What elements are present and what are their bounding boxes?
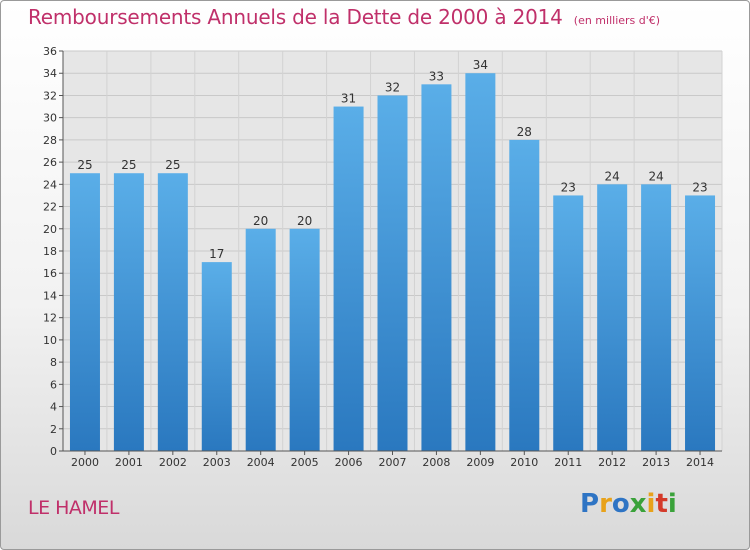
bar	[685, 195, 716, 451]
logo-letter: P	[580, 489, 600, 519]
bar-value-label: 24	[605, 169, 620, 183]
logo-letter: x	[629, 489, 647, 519]
logo-letter: i	[667, 489, 677, 519]
bar-value-label: 20	[297, 214, 312, 228]
y-tick-label: 14	[43, 289, 57, 302]
x-tick-label: 2000	[71, 456, 99, 469]
y-tick-label: 28	[43, 134, 57, 147]
bar-value-label: 31	[341, 92, 356, 106]
logo-letter: r	[599, 489, 612, 519]
bar-value-label: 17	[209, 247, 224, 261]
x-tick-label: 2008	[422, 456, 450, 469]
bar	[597, 184, 628, 452]
bar	[113, 173, 144, 451]
bar	[421, 84, 452, 451]
bar	[509, 139, 540, 451]
bar-value-label: 32	[385, 80, 400, 94]
y-tick-label: 32	[43, 89, 57, 102]
proxiti-logo[interactable]: Proxiti	[580, 489, 677, 519]
x-tick-label: 2007	[379, 456, 407, 469]
y-tick-label: 18	[43, 245, 57, 258]
x-tick-label: 2009	[466, 456, 494, 469]
logo-letter: i	[646, 489, 656, 519]
x-tick-label: 2001	[115, 456, 143, 469]
x-tick-label: 2012	[598, 456, 626, 469]
logo-letter: o	[611, 489, 630, 519]
x-tick-label: 2004	[247, 456, 275, 469]
y-tick-label: 16	[43, 267, 57, 280]
y-tick-label: 36	[43, 45, 57, 58]
bar-value-label: 20	[253, 214, 268, 228]
bar-value-label: 34	[473, 58, 488, 72]
commune-name: LE HAMEL	[28, 497, 119, 519]
x-tick-label: 2010	[510, 456, 538, 469]
y-tick-label: 26	[43, 156, 57, 169]
y-tick-label: 24	[43, 178, 57, 191]
logo-letter: t	[655, 489, 668, 519]
x-tick-label: 2013	[642, 456, 670, 469]
x-tick-label: 2005	[291, 456, 319, 469]
bar	[201, 262, 232, 451]
bar	[465, 73, 496, 451]
bar-value-label: 23	[692, 180, 707, 194]
bar-value-label: 28	[517, 125, 532, 139]
y-tick-label: 6	[50, 378, 57, 391]
bar	[553, 195, 584, 451]
y-tick-label: 30	[43, 112, 57, 125]
y-tick-label: 4	[50, 401, 57, 414]
bar	[289, 228, 320, 451]
bar	[69, 173, 100, 451]
y-tick-label: 8	[50, 356, 57, 369]
y-tick-label: 20	[43, 223, 57, 236]
bar	[377, 95, 408, 451]
chart-title-group: Remboursements Annuels de la Dette de 20…	[28, 5, 660, 29]
bar-value-label: 25	[165, 158, 180, 172]
chart-subtitle: (en milliers d'€)	[573, 14, 661, 27]
bar-value-label: 24	[648, 169, 663, 183]
y-tick-label: 22	[43, 201, 57, 214]
bar-value-label: 25	[77, 158, 92, 172]
x-tick-label: 2002	[159, 456, 187, 469]
bar	[333, 106, 364, 452]
y-tick-label: 34	[43, 67, 57, 80]
bar	[157, 173, 188, 451]
chart-title: Remboursements Annuels de la Dette de 20…	[28, 5, 563, 29]
y-tick-label: 2	[50, 423, 57, 436]
y-tick-label: 12	[43, 312, 57, 325]
x-tick-label: 2006	[335, 456, 363, 469]
bar-value-label: 25	[121, 158, 136, 172]
bar	[245, 228, 276, 451]
bar-value-label: 23	[561, 180, 576, 194]
x-tick-label: 2011	[554, 456, 582, 469]
x-tick-label: 2003	[203, 456, 231, 469]
y-tick-label: 10	[43, 334, 57, 347]
x-tick-label: 2014	[686, 456, 714, 469]
y-tick-label: 0	[50, 445, 57, 458]
bar-value-label: 33	[429, 69, 444, 83]
bar	[641, 184, 672, 452]
